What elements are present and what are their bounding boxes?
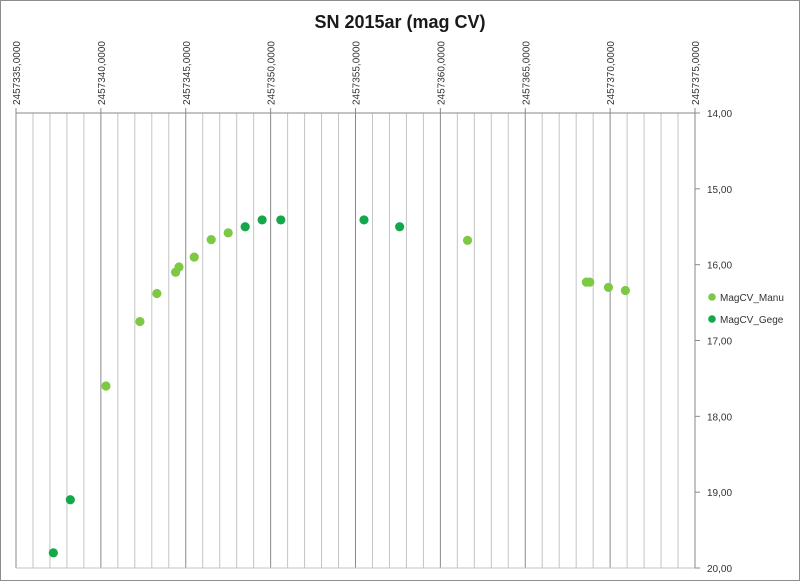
x-tick-label: 2457355,0000 bbox=[352, 41, 363, 105]
legend-label: MagCV_Manu bbox=[720, 293, 784, 304]
x-tick-label: 2457345,0000 bbox=[182, 41, 193, 105]
x-tick-label: 2457370,0000 bbox=[606, 41, 617, 105]
x-tick-label: 2457350,0000 bbox=[267, 41, 278, 105]
data-point bbox=[135, 316, 145, 327]
data-point bbox=[189, 252, 199, 262]
x-tick-label: 2457340,0000 bbox=[97, 41, 108, 105]
data-point bbox=[65, 495, 75, 505]
series-1 bbox=[48, 215, 405, 558]
data-point bbox=[359, 215, 369, 225]
data-point bbox=[585, 277, 595, 287]
data-point bbox=[257, 215, 267, 225]
data-point bbox=[462, 235, 473, 245]
y-tick-label: 15,00 bbox=[707, 185, 732, 196]
x-tick-label: 2457360,0000 bbox=[436, 41, 447, 105]
legend-marker bbox=[708, 293, 716, 301]
x-tick-labels: 2457335,0000 2457340,0000 2457345,0000 2457… bbox=[12, 41, 702, 105]
y-tick-label: 18,00 bbox=[707, 412, 732, 423]
x-tick-label: 2457365,0000 bbox=[521, 41, 532, 105]
data-point bbox=[174, 262, 184, 272]
data-points bbox=[48, 215, 631, 558]
gridlines bbox=[15, 113, 696, 568]
y-tick-labels: 14,00 15,00 16,00 17,00 18,00 19,00 20,00 bbox=[707, 109, 732, 575]
y-tick-label: 17,00 bbox=[707, 337, 732, 348]
legend-label: MagCV_Gege bbox=[720, 315, 784, 326]
data-point bbox=[395, 222, 405, 232]
y-tick-label: 20,00 bbox=[707, 564, 732, 575]
legend-marker bbox=[708, 315, 716, 323]
data-point bbox=[48, 548, 58, 558]
data-point bbox=[620, 285, 631, 296]
data-point bbox=[603, 282, 614, 293]
y-tick-label: 16,00 bbox=[707, 261, 732, 272]
data-point bbox=[152, 288, 162, 299]
data-point bbox=[101, 381, 111, 391]
y-tick-label: 19,00 bbox=[707, 488, 732, 499]
chart-title: SN 2015ar (mag CV) bbox=[314, 12, 485, 32]
data-point bbox=[223, 228, 233, 238]
y-tick-label: 14,00 bbox=[707, 109, 732, 120]
series-0 bbox=[101, 228, 631, 391]
data-point bbox=[276, 215, 286, 225]
x-tick-label: 2457335,0000 bbox=[12, 41, 23, 105]
x-tick-label: 2457375,0000 bbox=[691, 41, 702, 105]
data-point bbox=[240, 222, 250, 232]
axes bbox=[15, 108, 700, 569]
data-point bbox=[206, 235, 216, 245]
legend: MagCV_Manu MagCV_Gege bbox=[708, 293, 784, 326]
